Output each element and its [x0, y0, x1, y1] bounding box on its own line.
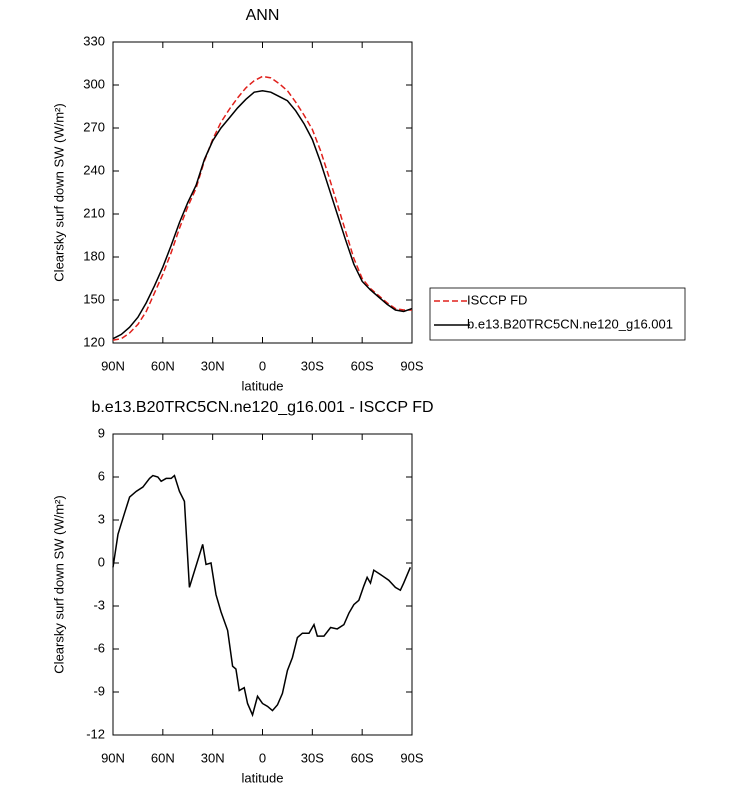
x-tick-label: 60N — [151, 750, 175, 765]
y-tick-label: 120 — [83, 334, 105, 349]
x-tick-label: 0 — [259, 750, 266, 765]
legend-box — [429, 287, 686, 341]
y-tick-label: 210 — [83, 205, 105, 220]
legend-label: ISCCP FD — [467, 292, 527, 307]
y-axis-label: Clearsky surf down SW (W/m²) — [51, 103, 66, 281]
x-tick-label: 0 — [259, 358, 266, 373]
plot-frame — [112, 41, 413, 344]
x-axis-label: latitude — [242, 770, 284, 785]
y-tick-label: 150 — [83, 291, 105, 306]
y-tick-label: -9 — [93, 683, 105, 698]
data-line — [112, 75, 412, 341]
x-tick-label: 30S — [301, 750, 324, 765]
y-tick-label: 300 — [83, 76, 105, 91]
x-tick-label: 90N — [101, 358, 125, 373]
x-tick-label: 30N — [201, 750, 225, 765]
data-line — [112, 474, 412, 718]
x-tick-label: 90N — [101, 750, 125, 765]
y-axis-label: Clearsky surf down SW (W/m²) — [51, 495, 66, 673]
y-tick-label: 3 — [98, 511, 105, 526]
y-tick-label: 9 — [98, 425, 105, 440]
y-tick-label: 0 — [98, 554, 105, 569]
chart-title: b.e13.B20TRC5CN.ne120_g16.001 - ISCCP FD — [91, 399, 433, 416]
y-tick-label: -12 — [86, 726, 105, 741]
x-tick-label: 30N — [201, 358, 225, 373]
y-tick-label: 240 — [83, 162, 105, 177]
legend-label: b.e13.B20TRC5CN.ne120_g16.001 — [467, 316, 673, 331]
x-tick-label: 60S — [351, 358, 374, 373]
y-tick-label: 6 — [98, 468, 105, 483]
x-tick-label: 90S — [400, 358, 423, 373]
data-line — [112, 89, 413, 340]
y-tick-label: 330 — [83, 33, 105, 48]
x-tick-label: 60N — [151, 358, 175, 373]
x-tick-label: 30S — [301, 358, 324, 373]
x-axis-label: latitude — [242, 378, 284, 393]
plot-frame — [112, 433, 413, 736]
y-tick-label: 270 — [83, 119, 105, 134]
x-tick-label: 60S — [351, 750, 374, 765]
y-tick-label: -3 — [93, 597, 105, 612]
y-tick-label: 180 — [83, 248, 105, 263]
x-tick-label: 90S — [400, 750, 423, 765]
y-tick-label: -6 — [93, 640, 105, 655]
chart-title: ANN — [246, 7, 280, 24]
